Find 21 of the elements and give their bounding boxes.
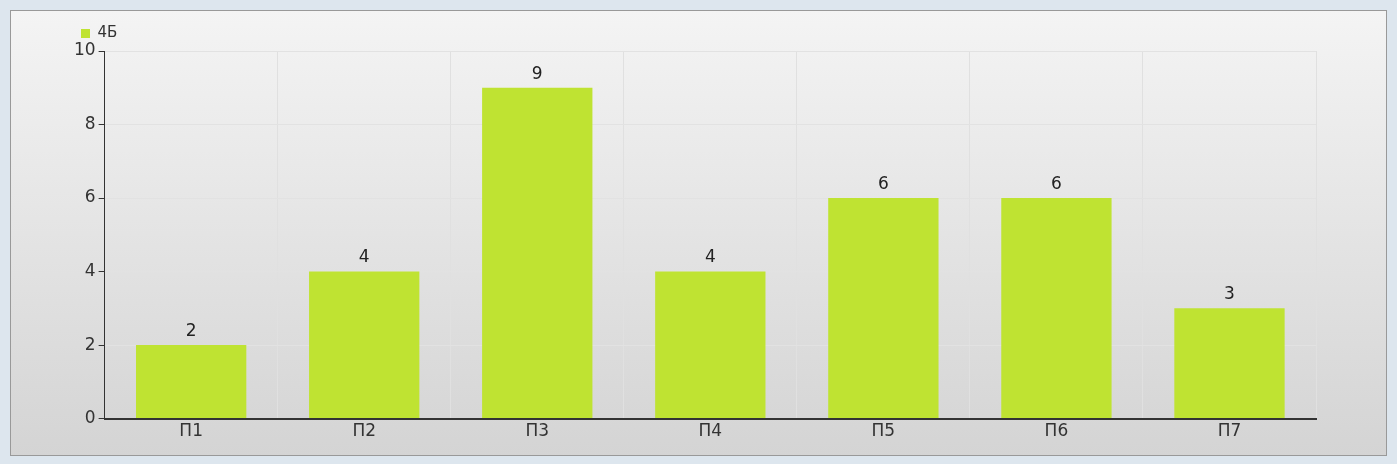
data-label: 6 — [877, 172, 889, 193]
y-tick-label: 6 — [84, 186, 96, 207]
x-tick-label: П3 — [525, 420, 550, 441]
y-tick-label: 8 — [84, 112, 96, 133]
x-tick-label: П2 — [352, 420, 377, 441]
x-tick-label: П6 — [1044, 420, 1069, 441]
data-label: 9 — [531, 62, 543, 83]
data-label: 6 — [1051, 172, 1062, 193]
x-tick-label: П1 — [179, 420, 203, 441]
y-tick-label: 2 — [84, 333, 96, 354]
x-tick-label: П4 — [698, 420, 723, 441]
y-tick-label: 10 — [73, 39, 96, 60]
data-label: 4 — [704, 246, 716, 267]
legend-label: 4Б — [97, 23, 118, 42]
data-label: 4 — [358, 246, 370, 267]
data-label: 3 — [1224, 283, 1235, 304]
y-tick-label: 0 — [84, 407, 96, 428]
x-tick-label: П7 — [1217, 420, 1242, 441]
x-tick-label: П5 — [871, 420, 896, 441]
y-tick-label: 4 — [84, 259, 96, 280]
data-label: 2 — [185, 320, 197, 340]
